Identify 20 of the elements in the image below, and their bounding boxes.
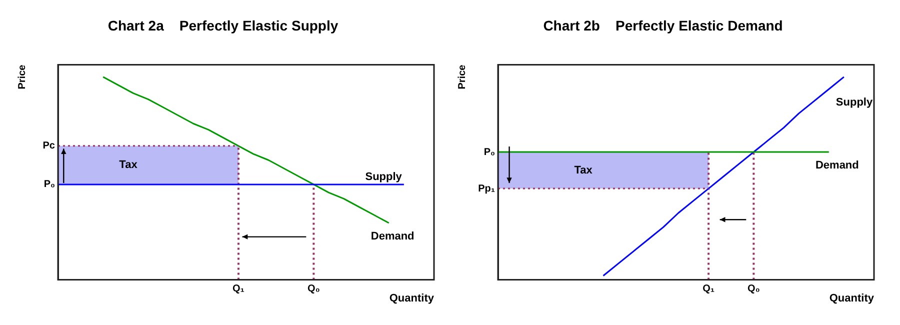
y-axis-title: Price	[456, 64, 468, 90]
band-label: Tax	[574, 164, 594, 176]
band-label: Tax	[119, 159, 138, 172]
x-tick-label: Q₀	[308, 284, 320, 295]
text: Pp₁	[478, 183, 495, 194]
chart-title: Chart 2b Perfectly Elastic Demand	[543, 17, 783, 34]
text: P₀	[44, 179, 55, 190]
x-tick-label: Q₁	[232, 284, 244, 295]
y-axis-title: Price	[16, 64, 28, 90]
series-label: Supply	[365, 171, 403, 183]
series-label: Demand	[370, 230, 414, 243]
x-axis-title: Quantity	[389, 292, 435, 304]
series-label: Demand	[815, 160, 859, 172]
x-tick-label: Q₀	[748, 284, 760, 295]
chart-title: Chart 2a Perfectly Elastic Supply	[108, 17, 338, 34]
text: Pc	[42, 140, 56, 152]
series-label: Supply	[836, 96, 874, 108]
x-tick-label: Q₁	[702, 284, 715, 295]
x-axis-title: Quantity	[829, 292, 875, 304]
text: P₀	[484, 146, 495, 158]
